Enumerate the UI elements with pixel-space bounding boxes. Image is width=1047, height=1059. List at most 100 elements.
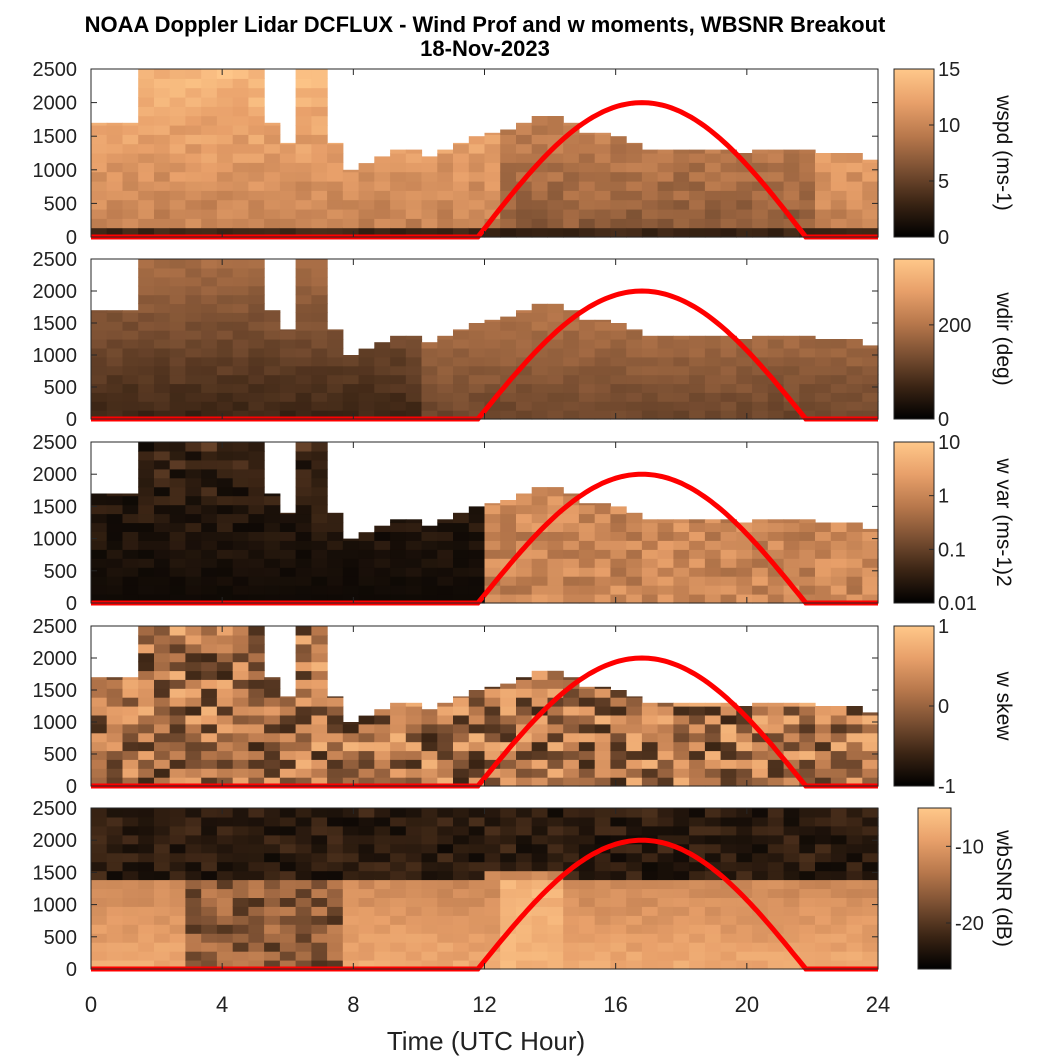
heatmap-cell bbox=[531, 209, 548, 219]
heatmap-cell bbox=[279, 706, 297, 716]
heatmap-cell bbox=[783, 759, 800, 769]
heatmap-cell bbox=[216, 259, 234, 269]
heatmap-cell bbox=[169, 87, 186, 98]
heatmap-cell bbox=[248, 750, 265, 760]
heatmap-cell bbox=[594, 522, 611, 532]
heatmap-cell bbox=[138, 321, 155, 331]
heatmap-cell bbox=[594, 153, 611, 163]
heatmap-cell bbox=[311, 960, 328, 970]
heatmap-cell bbox=[752, 777, 769, 787]
colorbar-tick-label: -1 bbox=[938, 776, 956, 798]
heatmap-cell bbox=[752, 209, 769, 219]
heatmap-cell bbox=[264, 741, 281, 752]
heatmap-cell bbox=[846, 347, 863, 358]
heatmap-cell bbox=[453, 906, 470, 916]
heatmap-cell bbox=[216, 924, 234, 934]
heatmap-cell bbox=[815, 549, 832, 559]
heatmap-cell bbox=[783, 519, 800, 524]
heatmap-cell bbox=[279, 924, 297, 934]
heatmap-cell bbox=[138, 670, 155, 680]
heatmap-cell bbox=[138, 190, 155, 201]
heatmap-cell bbox=[657, 339, 674, 349]
heatmap-cell bbox=[578, 374, 596, 385]
heatmap-cell bbox=[689, 374, 706, 385]
heatmap-cell bbox=[578, 392, 596, 402]
heatmap-cell bbox=[594, 319, 611, 322]
heatmap-cell bbox=[689, 732, 706, 743]
heatmap-cell bbox=[248, 706, 265, 716]
heatmap-cell bbox=[169, 688, 186, 698]
heatmap-cell bbox=[516, 759, 533, 769]
heatmap-cell bbox=[216, 714, 234, 725]
heatmap-cell bbox=[516, 347, 533, 358]
heatmap-cell bbox=[516, 688, 533, 698]
heatmap-cell bbox=[374, 540, 391, 550]
heatmap-cell bbox=[295, 732, 312, 743]
heatmap-cell bbox=[736, 374, 753, 385]
heatmap-cell bbox=[106, 714, 123, 725]
heatmap-cell bbox=[626, 861, 643, 872]
heatmap-cell bbox=[453, 392, 470, 402]
heatmap-cell bbox=[185, 134, 202, 145]
heatmap-cell bbox=[815, 741, 832, 752]
heatmap-cell bbox=[91, 870, 108, 881]
heatmap-cell bbox=[673, 825, 690, 836]
heatmap-cell bbox=[185, 477, 202, 488]
heatmap-cell bbox=[673, 897, 690, 907]
heatmap-cell bbox=[752, 558, 769, 568]
heatmap-cell bbox=[500, 567, 517, 577]
heatmap-cell bbox=[185, 585, 202, 595]
heatmap-cell bbox=[468, 879, 486, 890]
heatmap-cell bbox=[453, 153, 470, 163]
y-tick-label: 1500 bbox=[33, 680, 78, 702]
heatmap-cell bbox=[295, 834, 312, 845]
heatmap-cell bbox=[216, 879, 234, 890]
heatmap-cell bbox=[122, 942, 139, 952]
heatmap-cell bbox=[484, 879, 501, 890]
heatmap-cell bbox=[390, 558, 407, 568]
heatmap-cell bbox=[201, 218, 218, 229]
heatmap-cell bbox=[295, 706, 312, 716]
heatmap-cell bbox=[390, 942, 407, 952]
heatmap-cell bbox=[783, 888, 800, 898]
heatmap-cell bbox=[437, 741, 454, 752]
y-tick-label: 0 bbox=[66, 776, 77, 798]
heatmap-cell bbox=[437, 906, 454, 916]
heatmap-cell bbox=[626, 741, 643, 752]
heatmap-cell bbox=[154, 861, 171, 872]
heatmap-cell bbox=[405, 906, 423, 916]
heatmap-cell bbox=[799, 843, 816, 854]
heatmap-cell bbox=[437, 365, 454, 376]
heatmap-cell bbox=[106, 522, 123, 532]
heatmap-cell bbox=[484, 594, 501, 604]
heatmap-cell bbox=[799, 218, 816, 229]
heatmap-cell bbox=[673, 531, 690, 541]
heatmap-cell bbox=[390, 825, 407, 836]
heatmap-cell bbox=[169, 513, 186, 524]
heatmap-cell bbox=[342, 356, 360, 367]
heatmap-cell bbox=[736, 897, 753, 907]
heatmap-cell bbox=[484, 723, 501, 734]
heatmap-cell bbox=[437, 549, 454, 559]
heatmap-cell bbox=[154, 906, 171, 916]
heatmap-cell bbox=[594, 816, 611, 827]
heatmap-cell bbox=[531, 227, 548, 238]
heatmap-cell bbox=[342, 383, 360, 393]
heatmap-cell bbox=[185, 181, 202, 191]
heatmap-cell bbox=[437, 750, 454, 760]
heatmap-cell bbox=[390, 714, 407, 725]
heatmap-cell bbox=[264, 558, 281, 568]
heatmap-cell bbox=[484, 777, 501, 787]
heatmap-cell bbox=[279, 696, 297, 698]
heatmap-cell bbox=[846, 960, 863, 970]
heatmap-cell bbox=[138, 303, 155, 313]
heatmap-cell bbox=[531, 861, 548, 872]
y-tick-label: 500 bbox=[44, 193, 77, 215]
heatmap-cell bbox=[516, 549, 533, 559]
heatmap-cell bbox=[547, 679, 564, 689]
heatmap-cell bbox=[799, 750, 816, 760]
heatmap-cell bbox=[453, 567, 470, 577]
heatmap-cell bbox=[563, 504, 580, 515]
heatmap-cell bbox=[374, 365, 391, 376]
